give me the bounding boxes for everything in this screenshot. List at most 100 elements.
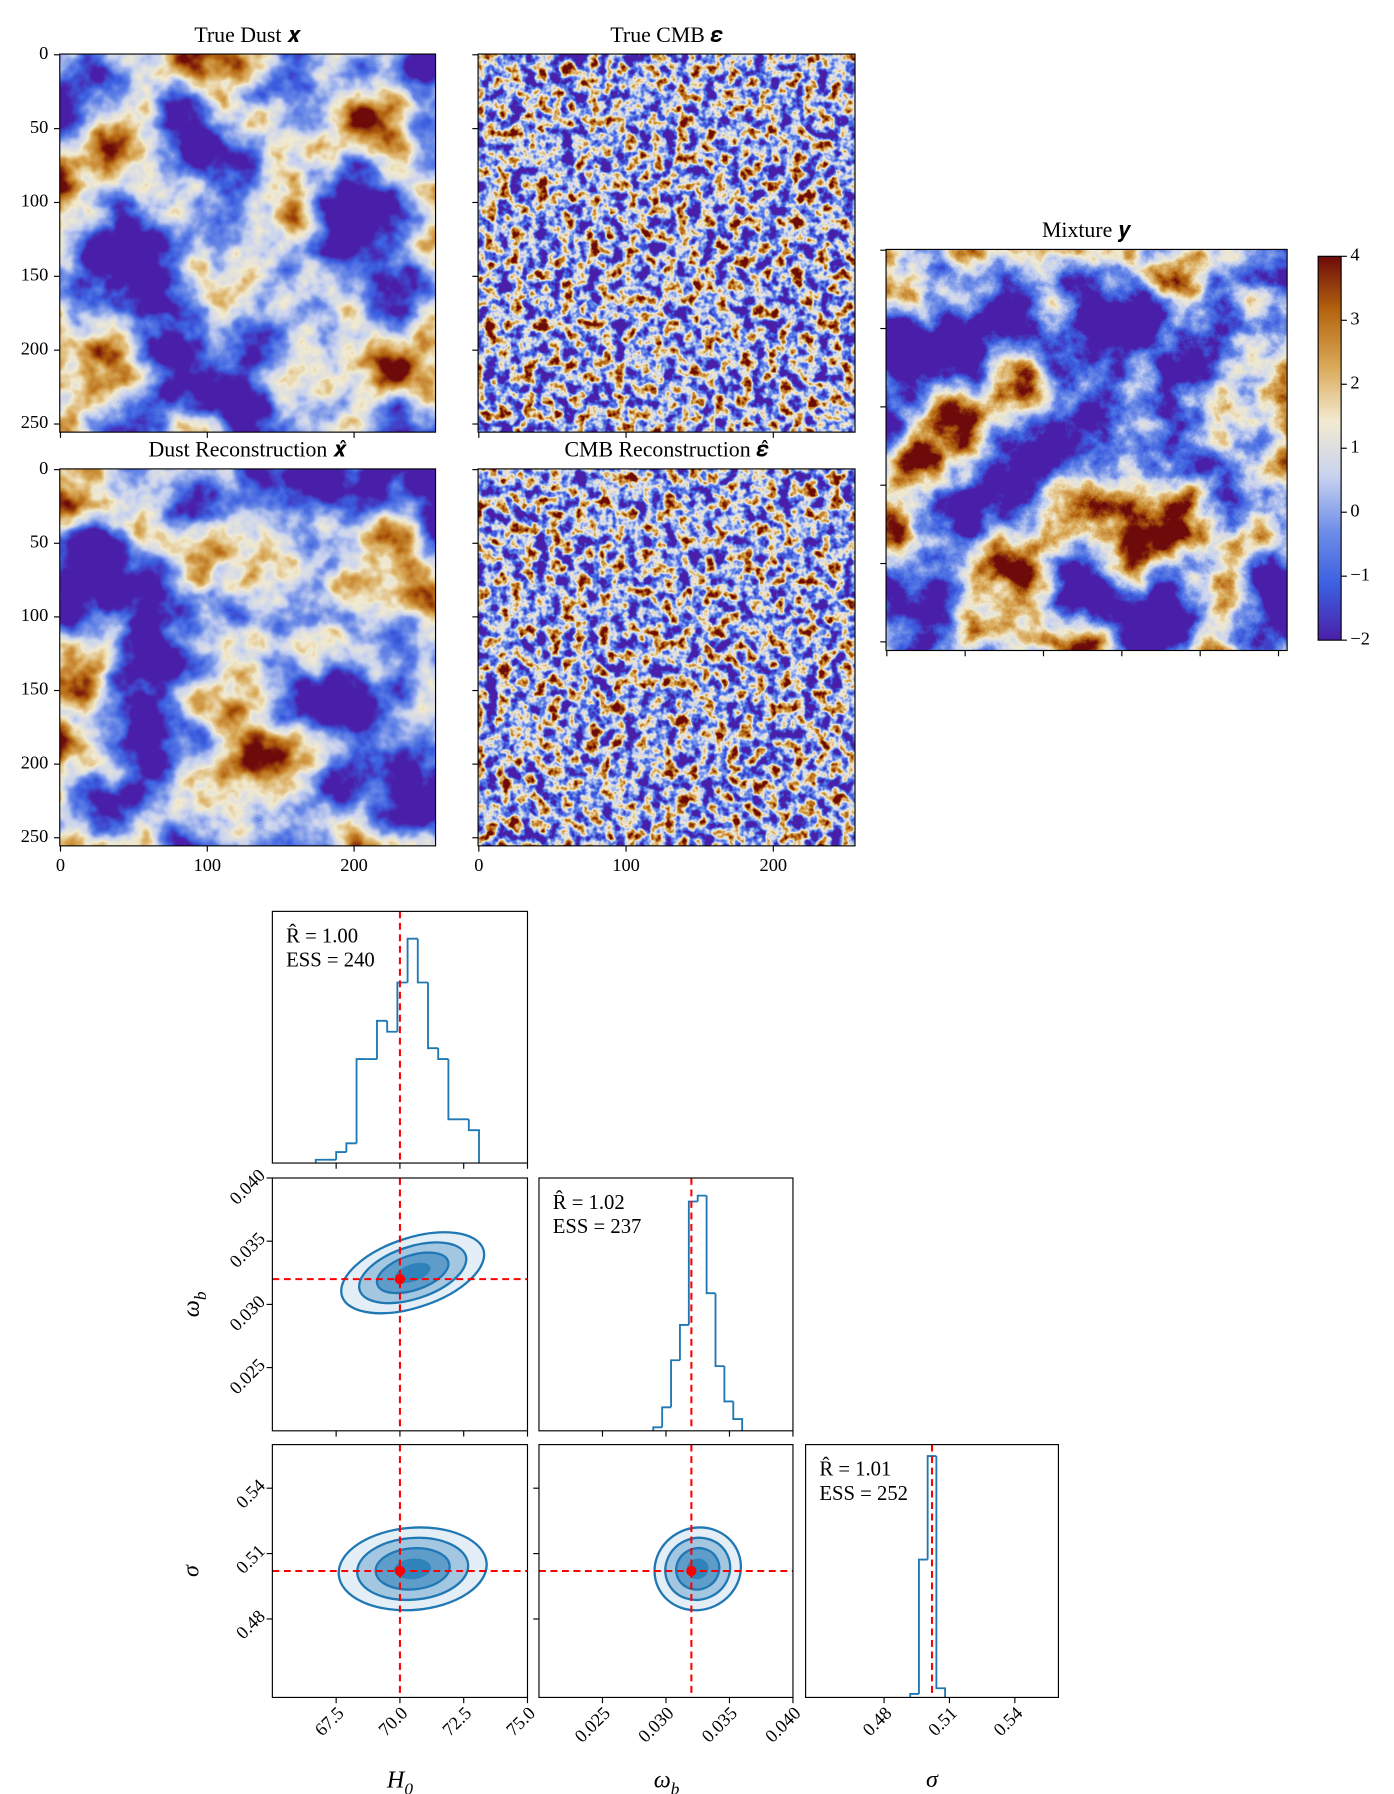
histogram-step (661, 1406, 672, 1428)
x-tick-label: 0.025 (571, 1703, 614, 1746)
y-tick-label: 4 (1350, 245, 1359, 265)
histogram-step (723, 1366, 734, 1403)
histogram-step (732, 1401, 744, 1431)
histogram-step (314, 1158, 326, 1164)
axis-label: ωb (178, 1291, 211, 1317)
heatmap-image (59, 468, 436, 846)
y-tick-label: −1 (1350, 564, 1370, 584)
histogram-step (705, 1195, 716, 1295)
axis-label: σ (926, 1766, 939, 1793)
heatmap-image (478, 54, 856, 433)
y-tick-label: 50 (30, 531, 48, 551)
histogram-step (679, 1324, 689, 1361)
x-tick-label: 0.040 (761, 1703, 804, 1746)
y-tick-label: 0.51 (232, 1541, 269, 1578)
annotation: ESS = 252 (819, 1483, 908, 1505)
histogram-step (714, 1293, 725, 1368)
truth-point (686, 1565, 697, 1577)
histogram-step (416, 938, 428, 984)
histogram-step (447, 1059, 459, 1121)
x-tick-label: 0.035 (698, 1703, 741, 1746)
y-tick-label: 2 (1350, 372, 1359, 392)
annotation: R̂ = 1.02 (553, 1190, 625, 1214)
annotation: ESS = 237 (553, 1216, 642, 1238)
x-tick-label: 0 (56, 855, 65, 875)
histogram-step (670, 1359, 680, 1408)
histogram-step (345, 1142, 357, 1153)
x-tick-label: 100 (612, 855, 640, 875)
y-tick-label: 0.040 (226, 1165, 269, 1208)
y-tick-label: 50 (30, 117, 48, 137)
histogram-step (386, 1020, 398, 1033)
histogram-step (918, 1558, 928, 1694)
axis-label: ωb (654, 1766, 680, 1794)
axes-frame (805, 1444, 1060, 1699)
y-tick-label: 3 (1350, 309, 1359, 329)
x-tick-label: 0.54 (990, 1703, 1027, 1740)
truth-point (394, 1273, 406, 1285)
histogram-step (396, 981, 408, 1032)
y-tick-label: 0 (1350, 500, 1359, 520)
heatmap-image (478, 468, 856, 846)
y-tick-label: 250 (21, 826, 49, 846)
histogram-step (335, 1151, 347, 1160)
x-tick-label: 0.48 (859, 1703, 896, 1740)
x-tick-label: 72.5 (438, 1703, 475, 1740)
histogram-step (376, 1019, 388, 1060)
x-tick-label: 0.51 (924, 1703, 961, 1740)
histogram-step (926, 1455, 937, 1560)
histogram-step (437, 1048, 449, 1061)
panel-title: Dust Reconstruction 𝒙̂ (148, 438, 347, 462)
x-tick-label: 0 (474, 855, 483, 875)
y-tick-label: 100 (21, 191, 49, 211)
panel-title: Mixture 𝒚 (1042, 218, 1132, 242)
y-tick-label: 200 (21, 338, 49, 358)
y-tick-label: 0.035 (226, 1228, 269, 1271)
histogram-step (652, 1426, 663, 1431)
x-tick-label: 100 (194, 855, 222, 875)
y-tick-label: 0.48 (232, 1606, 269, 1643)
annotation: R̂ = 1.00 (286, 923, 358, 947)
heatmap-image (59, 54, 436, 433)
y-tick-label: 1 (1350, 436, 1359, 456)
histogram-step (406, 937, 418, 983)
histogram-step (696, 1194, 707, 1202)
axes-frame (59, 53, 437, 433)
y-tick-label: 0.030 (226, 1291, 269, 1334)
histogram-step (909, 1693, 919, 1698)
y-tick-label: 0.025 (226, 1355, 269, 1398)
panel-title: CMB Reconstruction 𝜺̂ (565, 438, 770, 462)
annotation: ESS = 240 (286, 950, 375, 972)
x-tick-label: 0.030 (634, 1703, 677, 1746)
panel-title: True CMB 𝜺 (610, 23, 723, 47)
x-tick-label: 200 (760, 855, 788, 875)
histogram-step (935, 1456, 947, 1698)
axes-frame (59, 468, 437, 847)
histogram-step (467, 1119, 480, 1164)
y-tick-label: 200 (21, 752, 49, 772)
truth-point (394, 1565, 406, 1577)
y-tick-label: 100 (21, 605, 49, 625)
y-tick-label: 0.54 (232, 1475, 269, 1512)
histogram-step (687, 1200, 698, 1325)
axis-label: σ (178, 1564, 205, 1577)
histogram-step (427, 982, 439, 1050)
axes-frame (477, 53, 856, 433)
annotation: R̂ = 1.01 (819, 1457, 891, 1481)
axis-label: H0 (386, 1766, 413, 1794)
x-tick-label: 67.5 (311, 1703, 348, 1740)
colorbar (1318, 256, 1342, 641)
x-tick-label: 200 (340, 855, 368, 875)
axes-frame (885, 248, 1288, 652)
y-tick-label: 150 (21, 679, 49, 699)
heatmap-image (886, 249, 1288, 651)
x-tick-label: 75.0 (502, 1703, 539, 1740)
x-tick-label: 70.0 (375, 1703, 412, 1740)
panel-title: True Dust 𝒙 (194, 23, 302, 47)
histogram-step (355, 1058, 367, 1144)
y-tick-label: 0 (39, 458, 48, 478)
y-tick-label: −2 (1350, 628, 1370, 648)
axes-frame (477, 468, 856, 847)
